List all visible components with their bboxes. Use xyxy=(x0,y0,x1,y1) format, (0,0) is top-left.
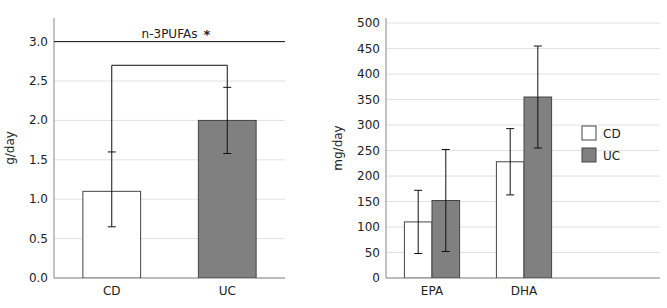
y-tick-label: 450 xyxy=(357,42,380,56)
legend-swatch xyxy=(582,148,596,162)
error-bar xyxy=(414,190,422,253)
grid-line xyxy=(386,48,660,49)
bracket-drop xyxy=(227,65,228,87)
y-tick-label: 2.0 xyxy=(29,113,48,127)
y-tick-label: 3.0 xyxy=(29,35,48,49)
bracket-drop xyxy=(111,65,112,152)
y-axis xyxy=(54,18,55,278)
legend-label: CD xyxy=(603,127,621,141)
panel: 0 50 100 150 200 250 300 350 400 450 500 mg/day EPA D… xyxy=(331,16,660,298)
y-tick-label: 1.5 xyxy=(29,153,48,167)
plot-area xyxy=(404,46,551,278)
y-axis-label: mg/day xyxy=(331,125,345,170)
error-bar xyxy=(108,152,116,227)
x-tick-label: UC xyxy=(219,284,236,298)
figure: 0.00.51.01.52.02.53.0g/dayCDUCn-3PUFAs*0… xyxy=(0,0,667,308)
y-tick-label: 0 xyxy=(372,271,380,285)
y-tick-label: 1.0 xyxy=(29,192,48,206)
y-axis-label: g/day xyxy=(3,131,17,165)
x-tick-label: DHA xyxy=(511,284,538,298)
plot-area xyxy=(54,42,285,278)
x-tick-label: CD xyxy=(103,284,121,298)
bracket xyxy=(112,65,228,66)
legend: CD UC xyxy=(582,126,621,163)
y-tick-label: 150 xyxy=(357,195,380,209)
y-tick-label: 0.5 xyxy=(29,232,48,246)
y-tick-label: 250 xyxy=(357,144,380,158)
error-bar xyxy=(223,87,231,153)
y-tick-label: 300 xyxy=(357,118,380,132)
panel: 0.0 0.5 1.0 1.5 2.0 2.5 3.0 g/day CD UC n-3PUFAs * xyxy=(3,18,285,298)
grid-line xyxy=(54,81,285,82)
annotation-star: * xyxy=(203,27,210,42)
y-tick-label: 200 xyxy=(357,169,380,183)
error-bar xyxy=(506,129,514,195)
y-tick-label: 2.5 xyxy=(29,74,48,88)
y-tick-label: 350 xyxy=(357,93,380,107)
y-axis xyxy=(386,18,387,278)
y-tick-label: 500 xyxy=(357,16,380,30)
error-bar xyxy=(534,46,542,148)
legend-swatch xyxy=(582,126,596,140)
x-tick-label: EPA xyxy=(421,284,444,298)
y-tick-label: 100 xyxy=(357,220,380,234)
legend-label: UC xyxy=(603,149,620,163)
reference-line xyxy=(54,41,285,42)
y-tick-label: 50 xyxy=(365,246,380,260)
error-bar xyxy=(442,150,450,252)
annotation: n-3PUFAs xyxy=(142,27,198,41)
y-tick-label: 400 xyxy=(357,67,380,81)
grid-line xyxy=(386,125,660,126)
grid-line xyxy=(386,23,660,24)
grid-line xyxy=(386,99,660,100)
grid-line xyxy=(54,41,285,42)
grid-line xyxy=(386,74,660,75)
y-tick-label: 0.0 xyxy=(29,271,48,285)
